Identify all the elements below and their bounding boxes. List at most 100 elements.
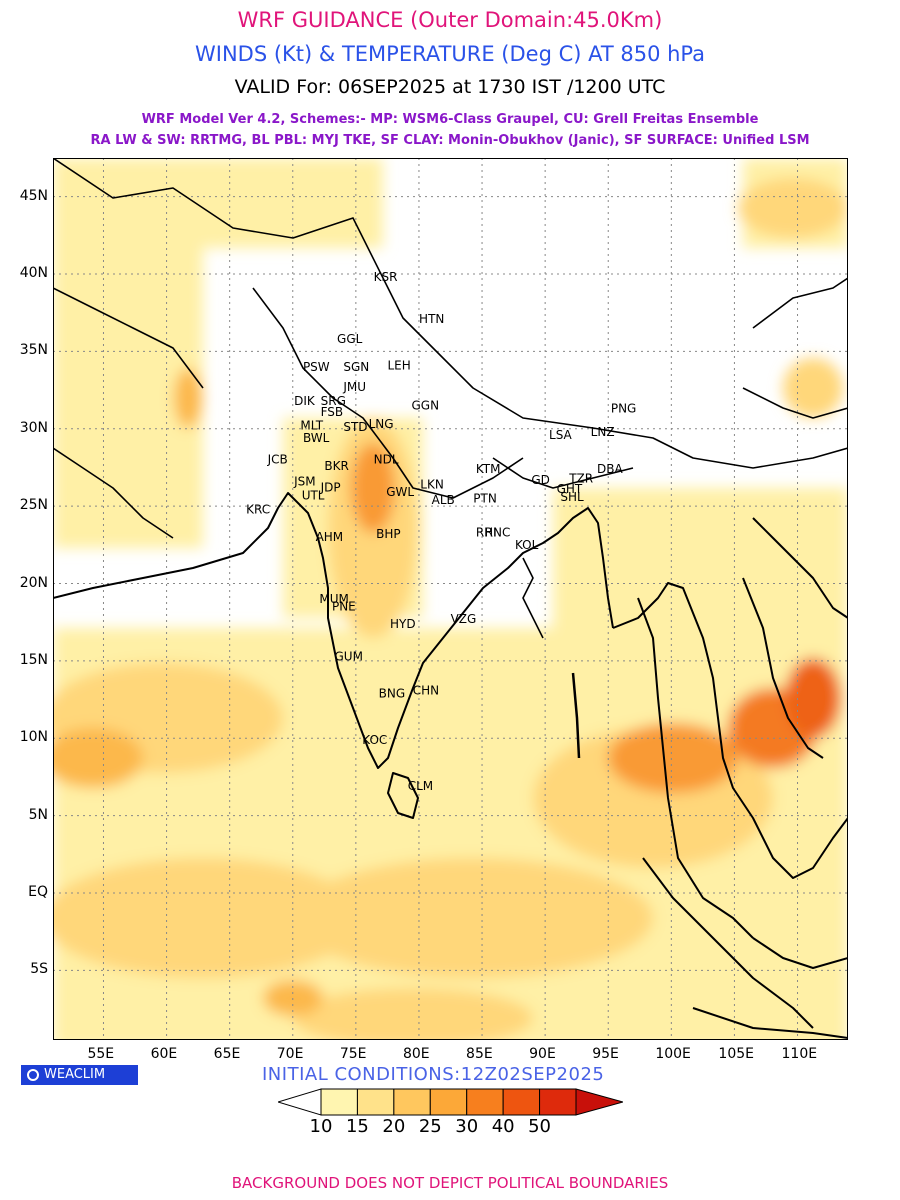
station-rnc: RNC xyxy=(485,525,511,539)
colorbar-segment xyxy=(320,1088,358,1116)
lat-tick-label: 25N xyxy=(19,497,48,514)
station-gum: GUM xyxy=(335,649,363,663)
station-pne: PNE xyxy=(332,600,356,614)
lon-tick-label: 110E xyxy=(781,1046,818,1062)
lon-tick-label: 65E xyxy=(213,1046,241,1062)
colorbar-label: 20 xyxy=(382,1116,406,1137)
station-rhi: RHI xyxy=(476,525,497,539)
station-clm: CLM xyxy=(408,779,433,793)
station-ksr: KSR xyxy=(374,270,398,284)
station-ktm: KTM xyxy=(476,462,501,476)
lat-tick-label: EQ xyxy=(28,884,48,900)
colorbar-label: 40 xyxy=(491,1116,515,1137)
chart-title: WRF GUIDANCE (Outer Domain:45.0Km) xyxy=(237,8,663,32)
station-gwl: GWL xyxy=(386,485,414,499)
station-psw: PSW xyxy=(303,360,330,374)
colorbar-label: 50 xyxy=(528,1116,552,1137)
colorbar-label: 25 xyxy=(418,1116,442,1137)
station-fsb: FSB xyxy=(321,405,344,419)
station-srg: SRG xyxy=(321,394,346,408)
lat-lon-grid xyxy=(53,158,848,1040)
colorbar-segment xyxy=(466,1088,504,1116)
station-lkn: LKN xyxy=(420,477,444,491)
station-dik: DIK xyxy=(294,394,316,408)
station-png: PNG xyxy=(611,402,637,416)
lat-tick-label: 20N xyxy=(19,574,48,591)
station-lsa: LSA xyxy=(549,428,573,442)
station-shl: SHL xyxy=(560,490,584,504)
lon-tick-label: 55E xyxy=(87,1046,115,1062)
lon-tick-label: 75E xyxy=(339,1046,367,1062)
station-mum: MUM xyxy=(319,592,349,606)
station-dba: DBA xyxy=(597,462,623,476)
lat-tick-label: 35N xyxy=(19,342,48,359)
station-jdp: JDP xyxy=(320,481,341,495)
station-bng: BNG xyxy=(379,686,406,700)
chart-subtitle: WINDS (Kt) & TEMPERATURE (Deg C) AT 850 … xyxy=(194,42,706,66)
station-std: STD xyxy=(343,420,367,434)
lat-tick-label: 15N xyxy=(19,651,48,668)
colorbar-label: 10 xyxy=(309,1116,333,1137)
lon-tick-label: 95E xyxy=(592,1046,619,1062)
station-bwl: BWL xyxy=(303,431,330,445)
lon-tick-label: 85E xyxy=(466,1046,493,1062)
colorbar-over-triangle xyxy=(575,1088,623,1116)
lon-tick-label: 90E xyxy=(529,1046,556,1062)
station-ggn: GGN xyxy=(411,399,439,413)
station-utl: UTL xyxy=(302,488,325,502)
station-jsm: JSM xyxy=(293,474,316,488)
initial-conditions: INITIAL CONDITIONS:12Z02SEP2025 xyxy=(262,1064,605,1085)
colorbar-segment xyxy=(502,1088,541,1116)
station-chn: CHN xyxy=(413,683,439,697)
colorbar-segment xyxy=(429,1088,468,1116)
valid-time: VALID For: 06SEP2025 at 1730 IST /1200 U… xyxy=(234,76,666,98)
station-lng: LNG xyxy=(369,417,394,431)
weaclim-badge: WEACLIM xyxy=(21,1065,138,1085)
lon-tick-label: 80E xyxy=(402,1046,430,1062)
station-htn: HTN xyxy=(419,312,444,326)
station-ptn: PTN xyxy=(473,491,497,505)
station-jcb: JCB xyxy=(267,453,288,467)
lon-tick-label: 100E xyxy=(655,1046,691,1062)
station-mlt: MLT xyxy=(300,419,323,433)
station-gd: GD xyxy=(531,473,550,487)
station-lnz: LNZ xyxy=(591,425,615,439)
station-leh: LEH xyxy=(388,358,411,372)
station-ght: GHT xyxy=(557,482,583,496)
model-schemes-line-2: RA LW & SW: RRTMG, BL PBL: MYJ TKE, SF C… xyxy=(90,133,810,148)
station-sgn: SGN xyxy=(343,360,369,374)
lon-tick-label: 60E xyxy=(150,1046,178,1062)
station-krc: KRC xyxy=(246,502,270,516)
station-bhp: BHP xyxy=(376,527,401,541)
colorbar-label: 15 xyxy=(345,1116,369,1137)
lat-tick-label: 5S xyxy=(30,961,48,978)
lat-tick-label: 10N xyxy=(19,729,48,746)
model-schemes-line-1: WRF Model Ver 4.2, Schemes:- MP: WSM6-Cl… xyxy=(141,112,759,127)
station-ahm: AHM xyxy=(316,530,344,544)
station-vzg: VZG xyxy=(451,612,477,626)
colorbar-segment xyxy=(539,1088,577,1116)
weaclim-logo-icon xyxy=(27,1068,39,1081)
station-koc: KOC xyxy=(362,733,387,747)
coastlines xyxy=(53,158,848,1039)
colorbar-segment xyxy=(393,1088,431,1116)
colorbar-segment xyxy=(356,1088,395,1116)
station-tzr: TZR xyxy=(568,471,593,485)
lon-tick-label: 105E xyxy=(718,1046,754,1062)
lon-tick-label: 70E xyxy=(276,1046,304,1062)
station-kol: KOL xyxy=(515,538,539,552)
lat-tick-label: 5N xyxy=(28,806,48,823)
station-jmu: JMU xyxy=(342,380,366,394)
station-bkr: BKR xyxy=(324,459,348,473)
colorbar-under-triangle xyxy=(278,1088,322,1116)
temperature-colorbar xyxy=(278,1088,623,1116)
lat-tick-label: 40N xyxy=(19,265,48,282)
station-ggl: GGL xyxy=(337,332,363,346)
station-alb: ALB xyxy=(432,493,455,507)
colorbar-label: 30 xyxy=(455,1116,479,1137)
lat-tick-label: 45N xyxy=(19,187,48,204)
footer-disclaimer: BACKGROUND DOES NOT DEPICT POLITICAL BOU… xyxy=(231,1174,669,1192)
lat-tick-label: 30N xyxy=(19,419,48,436)
